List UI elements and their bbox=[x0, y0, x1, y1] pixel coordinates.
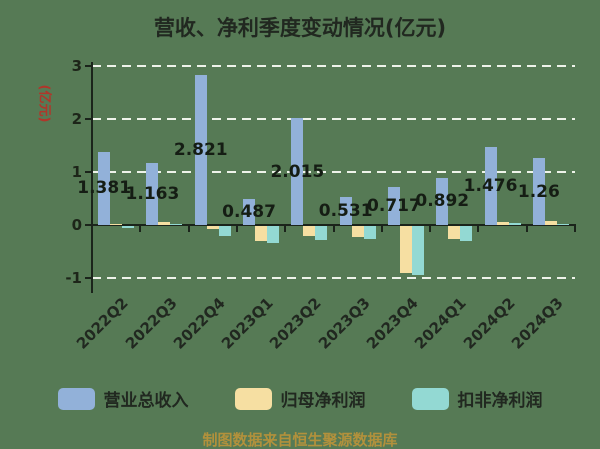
bar-value-label: 2.821 bbox=[173, 140, 228, 161]
bar-value-label: 2.015 bbox=[270, 161, 325, 182]
bar-revenue bbox=[532, 158, 545, 225]
legend-item-revenue: 营业总收入 bbox=[57, 386, 189, 411]
x-category-label: 2022Q3 bbox=[121, 294, 181, 353]
bar-net-profit bbox=[496, 221, 509, 225]
y-tick-label: 1 bbox=[71, 163, 82, 181]
x-category-label: 2024Q2 bbox=[459, 294, 519, 353]
bar-non-gaap-net-profit bbox=[315, 226, 328, 241]
bar-non-gaap-net-profit bbox=[218, 226, 231, 237]
bar-value-label: 0.531 bbox=[318, 200, 373, 221]
bar-net-profit bbox=[399, 226, 412, 273]
y-axis-line bbox=[91, 62, 93, 293]
legend-item-non-gaap-net-profit: 扣非净利润 bbox=[411, 386, 543, 411]
bar-net-profit bbox=[544, 220, 557, 225]
x-category-label: 2023Q4 bbox=[363, 294, 422, 353]
gridline-y2 bbox=[92, 118, 575, 120]
bar-non-gaap-net-profit bbox=[556, 223, 569, 226]
bar-non-gaap-net-profit bbox=[363, 226, 376, 240]
y-axis-tick bbox=[85, 65, 91, 67]
x-category-label: 2023Q2 bbox=[266, 294, 326, 353]
legend-swatch-revenue bbox=[57, 387, 95, 410]
bar-net-profit bbox=[158, 221, 171, 225]
bar-revenue bbox=[339, 196, 352, 225]
y-tick-label: -1 bbox=[65, 269, 82, 287]
y-tick-label: 2 bbox=[71, 110, 82, 128]
x-axis-tick bbox=[380, 226, 383, 232]
bar-non-gaap-net-profit bbox=[508, 223, 521, 225]
legend-swatch-net-profit bbox=[234, 387, 272, 410]
y-axis-tick bbox=[85, 224, 91, 226]
x-category-label: 2023Q3 bbox=[314, 294, 374, 353]
x-category-label: 2022Q4 bbox=[169, 294, 229, 353]
legend-item-net-profit: 归母净利润 bbox=[234, 386, 366, 411]
x-category-label: 2024Q3 bbox=[507, 294, 567, 353]
x-axis-tick bbox=[187, 226, 190, 232]
bar-value-label: 1.476 bbox=[463, 175, 518, 196]
bar-non-gaap-net-profit bbox=[170, 223, 183, 226]
bar-value-label: 0.892 bbox=[415, 191, 470, 212]
x-axis-tick bbox=[429, 226, 432, 232]
x-axis-tick bbox=[284, 226, 287, 232]
y-tick-label: 3 bbox=[71, 57, 82, 75]
bar-net-profit bbox=[110, 223, 123, 226]
bar-revenue bbox=[243, 199, 256, 225]
bar-non-gaap-net-profit bbox=[267, 226, 280, 243]
bar-revenue bbox=[146, 163, 159, 225]
bar-net-profit bbox=[351, 226, 364, 237]
bar-revenue bbox=[387, 186, 400, 225]
gridline-y1 bbox=[92, 171, 575, 173]
bar-non-gaap-net-profit bbox=[122, 226, 135, 228]
bar-revenue bbox=[436, 177, 449, 225]
x-category-label: 2022Q2 bbox=[73, 294, 132, 353]
bar-net-profit bbox=[448, 226, 461, 240]
x-axis-line bbox=[91, 224, 576, 226]
bar-value-label: 1.381 bbox=[77, 178, 132, 199]
data-source-note: 制图数据来自恒生聚源数据库 bbox=[202, 431, 398, 449]
y-axis-tick bbox=[85, 118, 91, 120]
bar-net-profit bbox=[303, 226, 316, 236]
legend-label-net-profit: 归母净利润 bbox=[280, 391, 366, 411]
bar-net-profit bbox=[255, 226, 268, 241]
x-axis-tick bbox=[574, 226, 576, 232]
x-category-label: 2024Q1 bbox=[411, 294, 470, 353]
x-axis-tick bbox=[332, 226, 335, 232]
bar-revenue bbox=[98, 151, 111, 225]
x-axis-tick bbox=[235, 226, 238, 232]
x-axis-tick bbox=[139, 226, 142, 232]
y-axis-tick bbox=[85, 171, 91, 173]
legend-label-non-gaap-net-profit: 扣非净利润 bbox=[457, 391, 543, 411]
legend: 营业总收入 归母净利润 扣非净利润 bbox=[0, 386, 600, 411]
gridline-y-1 bbox=[92, 277, 575, 279]
legend-label-revenue: 营业总收入 bbox=[103, 391, 189, 411]
bar-revenue bbox=[194, 75, 207, 225]
bar-value-label: 1.26 bbox=[517, 181, 560, 202]
x-axis-tick bbox=[477, 226, 480, 232]
bar-revenue bbox=[484, 146, 497, 225]
x-axis-tick bbox=[525, 226, 528, 232]
bar-value-label: 1.163 bbox=[125, 184, 180, 205]
legend-swatch-non-gaap-net-profit bbox=[411, 387, 449, 410]
y-tick-label: 0 bbox=[71, 216, 82, 234]
y-axis-tick bbox=[85, 277, 91, 279]
bar-non-gaap-net-profit bbox=[411, 226, 424, 275]
chart-title: 营收、净利季度变动情况(亿元) bbox=[153, 16, 447, 40]
bar-net-profit bbox=[206, 226, 219, 229]
x-category-label: 2023Q1 bbox=[218, 294, 277, 353]
bar-revenue bbox=[291, 118, 304, 225]
bar-value-label: 0.487 bbox=[222, 202, 276, 223]
bar-value-label: 0.717 bbox=[367, 195, 421, 216]
bar-non-gaap-net-profit bbox=[460, 226, 473, 241]
gridline-y3 bbox=[92, 65, 575, 67]
